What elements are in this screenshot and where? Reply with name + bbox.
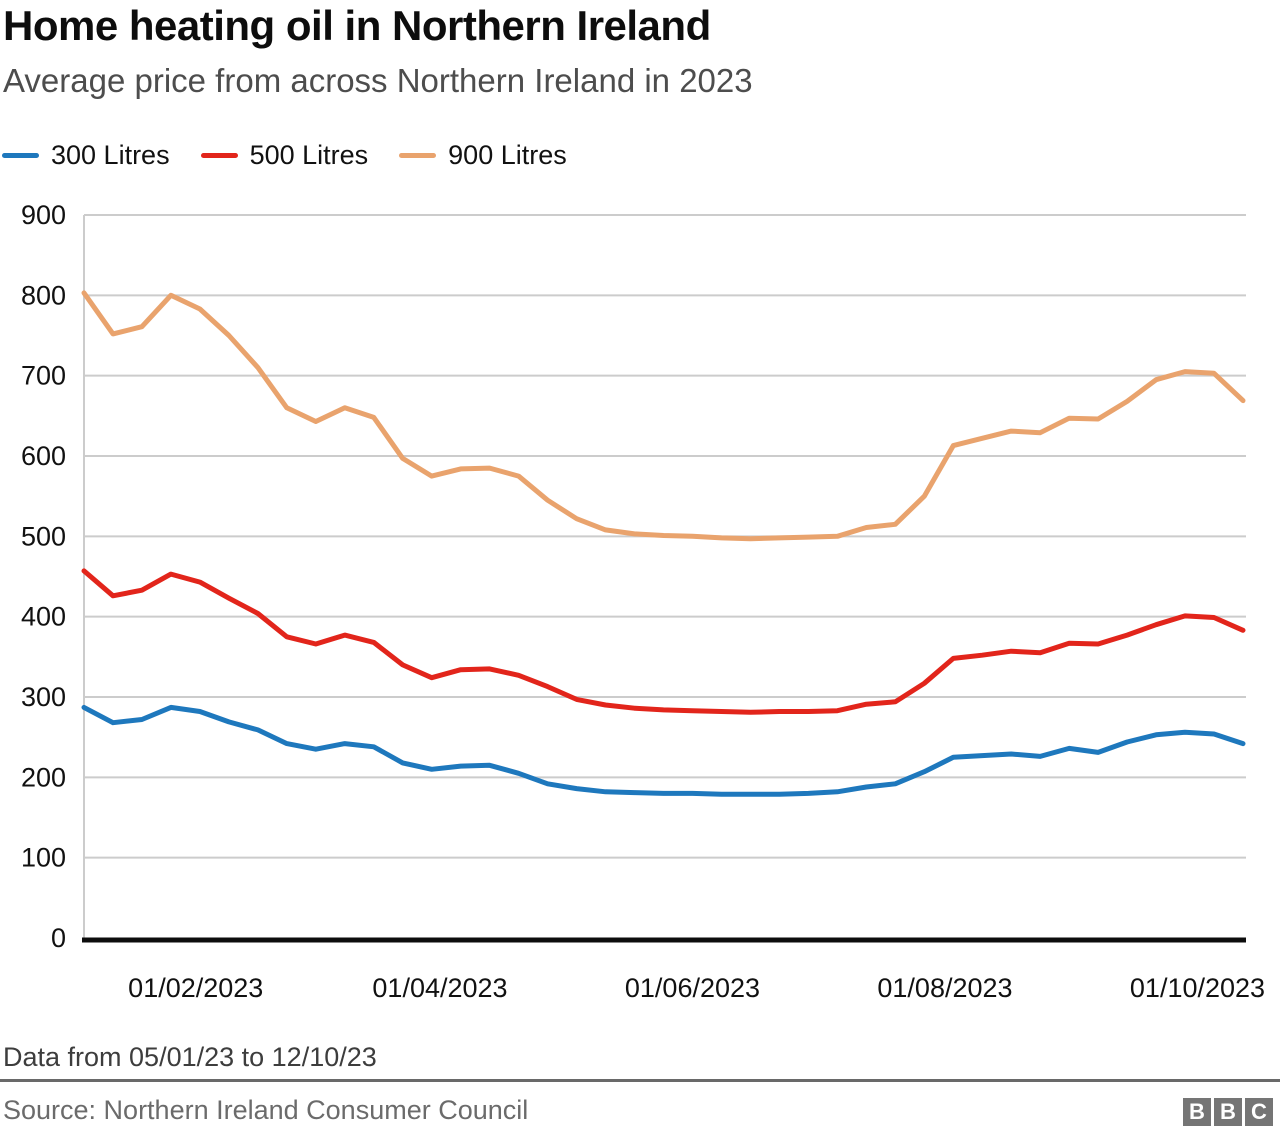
legend-swatch-300-litres bbox=[2, 153, 39, 158]
data-range-note: Data from 05/01/23 to 12/10/23 bbox=[3, 1042, 377, 1072]
chart-title: Home heating oil in Northern Ireland bbox=[3, 2, 711, 49]
legend: 300 Litres 500 Litres 900 Litres bbox=[2, 140, 567, 171]
legend-item-300-litres: 300 Litres bbox=[2, 140, 170, 171]
x-tick-label: 01/02/2023 bbox=[128, 973, 263, 1003]
x-tick-label: 01/04/2023 bbox=[372, 973, 507, 1003]
x-tick-label: 01/06/2023 bbox=[625, 973, 760, 1003]
legend-label-500-litres: 500 Litres bbox=[249, 140, 369, 170]
series-line-300-litres bbox=[81, 704, 1246, 797]
y-tick-label: 900 bbox=[21, 200, 66, 230]
y-tick-label: 100 bbox=[21, 843, 66, 873]
legend-item-500-litres: 500 Litres bbox=[200, 140, 369, 171]
y-tick-label: 400 bbox=[21, 602, 66, 632]
y-tick-label: 700 bbox=[21, 361, 66, 391]
series-line-900-litres bbox=[81, 290, 1246, 542]
footer-divider bbox=[0, 1079, 1280, 1082]
series-line-500-litres bbox=[81, 568, 1246, 715]
bbc-logo: B B C bbox=[1183, 1098, 1273, 1126]
source-text: Source: Northern Ireland Consumer Counci… bbox=[3, 1095, 529, 1125]
x-tick-label: 01/10/2023 bbox=[1130, 973, 1265, 1003]
y-tick-label: 500 bbox=[21, 521, 66, 551]
x-tick-label: 01/08/2023 bbox=[877, 973, 1012, 1003]
legend-label-300-litres: 300 Litres bbox=[51, 140, 170, 170]
y-tick-label: 600 bbox=[21, 441, 66, 471]
y-tick-label: 0 bbox=[51, 923, 66, 953]
y-tick-label: 300 bbox=[21, 682, 66, 712]
y-tick-label: 200 bbox=[21, 762, 66, 792]
bbc-logo-letter: C bbox=[1245, 1098, 1273, 1126]
bbc-logo-letter: B bbox=[1183, 1098, 1211, 1126]
legend-swatch-900-litres bbox=[399, 153, 437, 158]
bbc-logo-letter: B bbox=[1214, 1098, 1242, 1126]
line-chart: 0 100 200 300 400 500 600 700 800 900 01/02/2023 01… bbox=[21, 200, 1265, 1003]
legend-item-900-litres: 900 Litres bbox=[399, 140, 567, 171]
y-tick-label: 800 bbox=[21, 280, 66, 310]
legend-label-900-litres: 900 Litres bbox=[448, 140, 567, 170]
legend-swatch-500-litres bbox=[200, 153, 238, 158]
chart-subtitle: Average price from across Northern Irela… bbox=[3, 62, 753, 99]
